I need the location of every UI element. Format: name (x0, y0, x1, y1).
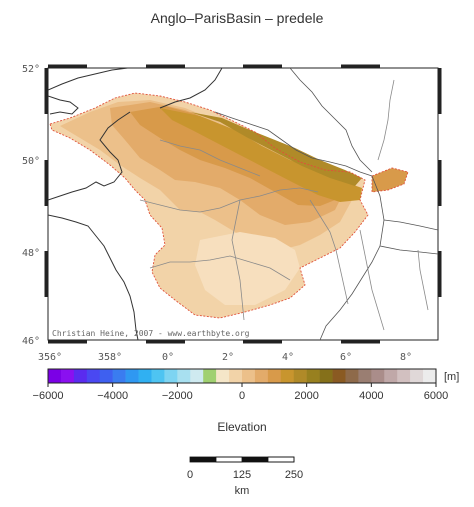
scale-tick-0: 0 (187, 469, 193, 481)
colorbar-swatch (254, 369, 269, 383)
colorbar-swatch (397, 369, 411, 383)
scale-bar-segment-1 (190, 457, 216, 462)
lon-label-8: 8° (400, 352, 412, 363)
colorbar-tick-label: 6000 (424, 390, 448, 402)
map-title: Anglo–ParisBasin – predele (150, 10, 324, 26)
basin-elevation (50, 93, 408, 318)
colorbar-tick-label: 2000 (294, 390, 318, 402)
colorbar-tick-label: 4000 (359, 390, 383, 402)
colorbar-tick-label: 0 (239, 390, 245, 402)
colorbar-swatch (216, 369, 230, 383)
colorbar-label: Elevation (217, 420, 266, 434)
lat-label-46: 46° (22, 336, 40, 347)
colorbar-swatch (384, 369, 398, 383)
lon-label-356: 356° (38, 352, 62, 363)
colorbar-swatch (112, 369, 126, 383)
colorbar-swatch (423, 369, 437, 383)
colorbar-swatch (229, 369, 243, 383)
colorbar-swatch (190, 369, 204, 383)
lat-label-52: 52° (22, 64, 40, 75)
basin-outline (49, 92, 409, 319)
scale-bar-frame (189, 456, 295, 463)
colorbar-swatch (280, 369, 295, 383)
lon-label-358: 358° (98, 352, 122, 363)
scale-bar: 0 125 250 km (187, 456, 303, 497)
scale-bar-segment-2 (215, 456, 243, 463)
scale-tick-250: 250 (285, 469, 303, 481)
scale-bar-segment-3 (242, 457, 268, 462)
colorbar-swatch (410, 369, 424, 383)
colorbar-swatch (86, 369, 101, 383)
scale-bar-segment-4 (267, 456, 295, 463)
colorbar-swatch (73, 369, 88, 383)
colorbar-unit: [m] (444, 371, 459, 383)
lon-label-6: 6° (340, 352, 352, 363)
lat-label-48: 48° (22, 248, 40, 259)
lat-label-50: 50° (22, 156, 40, 167)
colorbar-swatch (242, 369, 256, 383)
colorbar-ticks: −6000 −4000 −2000 0 2000 4000 6000 (33, 383, 448, 402)
coastlines (48, 68, 223, 340)
lon-label-4: 4° (282, 352, 294, 363)
colorbar-swatch (138, 369, 152, 383)
colorbar-swatch (332, 369, 346, 383)
colorbar-swatch (125, 369, 139, 383)
colorbar-swatch (358, 369, 372, 383)
lon-label-0: 0° (162, 352, 174, 363)
colorbar-tick-label: −4000 (97, 390, 128, 402)
colorbar-swatches (48, 369, 437, 383)
frame-ticks (44, 64, 442, 344)
rivers (139, 79, 429, 331)
colorbar-swatch (164, 369, 178, 383)
colorbar-swatch (203, 369, 217, 383)
colorbar-swatch (99, 369, 113, 383)
colorbar-swatch (306, 369, 320, 383)
colorbar-swatch (345, 369, 359, 383)
colorbar-tick-label: −2000 (162, 390, 193, 402)
colorbar: [m] −6000 −4000 −2000 0 2000 4000 6000 Elevati… (33, 368, 459, 434)
scale-tick-125: 125 (233, 469, 251, 481)
scale-unit: km (235, 485, 250, 497)
country-borders (214, 68, 438, 340)
colorbar-swatch (371, 369, 385, 383)
lon-label-2: 2° (222, 352, 234, 363)
colorbar-swatch (293, 369, 307, 383)
colorbar-swatch (319, 369, 333, 383)
colorbar-swatch (48, 369, 62, 383)
colorbar-swatch (267, 369, 282, 383)
colorbar-swatch (60, 369, 75, 383)
colorbar-tick-label: −6000 (33, 390, 64, 402)
colorbar-swatch (177, 369, 191, 383)
colorbar-swatch (151, 369, 165, 383)
map-credit: Christian Heine, 2007 - www.earthbyte.or… (52, 329, 250, 338)
